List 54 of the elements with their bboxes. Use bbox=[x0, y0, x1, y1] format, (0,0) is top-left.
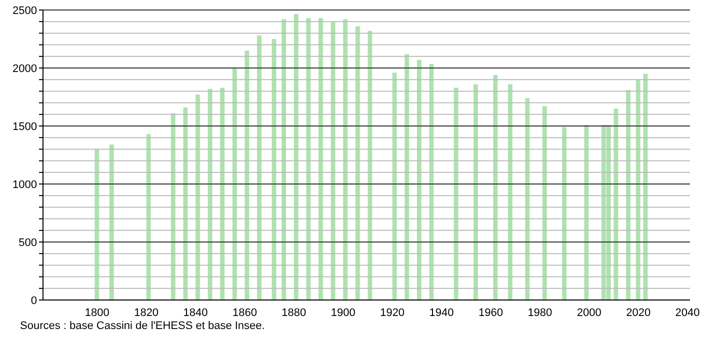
bar bbox=[170, 113, 176, 300]
bar bbox=[232, 68, 237, 300]
bar bbox=[508, 84, 512, 300]
x-tick-label: 1880 bbox=[282, 306, 306, 319]
y-tick-label: 2000 bbox=[12, 62, 37, 75]
bar bbox=[318, 18, 323, 300]
bar bbox=[183, 107, 188, 300]
bar bbox=[562, 127, 567, 300]
x-tick-label: 1820 bbox=[134, 306, 159, 319]
x-tick-label: 1840 bbox=[183, 306, 208, 319]
y-tick-label: 500 bbox=[18, 236, 37, 249]
bar bbox=[244, 50, 250, 300]
bar bbox=[454, 88, 458, 300]
x-tick-label: 1980 bbox=[528, 306, 552, 319]
bar bbox=[584, 124, 589, 300]
x-tick-label: 1900 bbox=[330, 306, 356, 319]
bar bbox=[94, 149, 100, 300]
bar bbox=[196, 94, 200, 300]
bar bbox=[220, 88, 225, 300]
bar bbox=[109, 144, 114, 300]
bar bbox=[614, 108, 618, 300]
bar bbox=[282, 19, 286, 300]
bar bbox=[208, 88, 212, 300]
x-tick-label: 1800 bbox=[84, 306, 110, 319]
source-note: Sources : base Cassini de l'EHESS et base Insee. bbox=[20, 320, 265, 332]
y-tick-label: 1500 bbox=[12, 120, 37, 133]
x-tick-label: 2040 bbox=[675, 306, 700, 319]
bar bbox=[392, 72, 397, 300]
bar bbox=[294, 14, 298, 300]
bar bbox=[429, 64, 434, 300]
bar bbox=[368, 30, 372, 300]
x-tick-label: 2000 bbox=[576, 306, 602, 319]
y-tick-label: 1000 bbox=[12, 178, 37, 191]
bar bbox=[306, 18, 311, 300]
bar bbox=[474, 84, 478, 300]
bar bbox=[636, 80, 640, 300]
x-tick-label: 2020 bbox=[626, 306, 651, 319]
x-tick-label: 1940 bbox=[429, 306, 454, 319]
y-tick-label: 0 bbox=[30, 294, 37, 307]
bar bbox=[525, 98, 530, 300]
bar bbox=[146, 134, 151, 300]
bar bbox=[626, 90, 630, 300]
bar bbox=[355, 26, 360, 300]
y-tick-label: 2500 bbox=[12, 4, 37, 17]
bar bbox=[343, 19, 348, 300]
x-tick-label: 1920 bbox=[380, 306, 405, 319]
bar bbox=[257, 36, 262, 300]
bar bbox=[330, 22, 336, 300]
bar bbox=[493, 74, 498, 300]
bar bbox=[542, 106, 547, 300]
x-tick-label: 1860 bbox=[232, 306, 257, 319]
bar bbox=[404, 54, 410, 300]
x-tick-label: 1960 bbox=[478, 306, 503, 319]
bar bbox=[416, 60, 422, 300]
